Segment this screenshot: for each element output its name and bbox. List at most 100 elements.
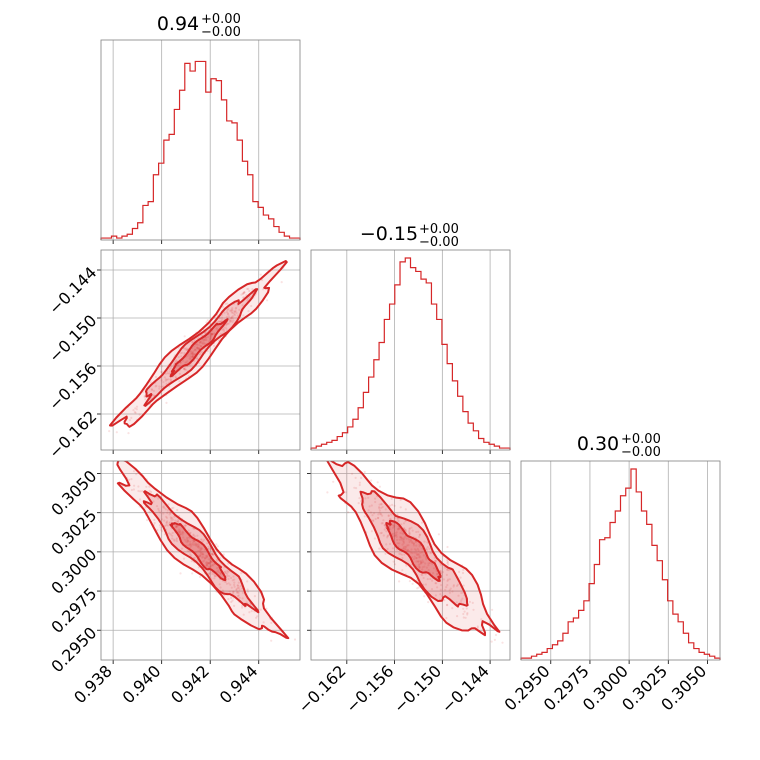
sample-point bbox=[115, 431, 118, 434]
sample-point bbox=[227, 598, 230, 601]
sample-point bbox=[415, 552, 418, 555]
sample-point bbox=[326, 491, 329, 494]
sample-point bbox=[201, 560, 204, 563]
sample-point bbox=[171, 534, 174, 537]
sample-point bbox=[251, 288, 254, 291]
sample-point bbox=[413, 551, 416, 554]
sample-point bbox=[241, 597, 244, 600]
sample-point bbox=[134, 411, 137, 414]
sample-point bbox=[234, 309, 237, 313]
sample-point bbox=[220, 316, 224, 319]
sample-point bbox=[419, 561, 423, 564]
sample-point bbox=[412, 542, 415, 545]
sample-point bbox=[373, 512, 376, 515]
sample-point bbox=[152, 500, 155, 503]
sample-point bbox=[174, 526, 177, 529]
sample-point bbox=[426, 541, 429, 544]
sample-point bbox=[154, 385, 157, 388]
sample-point bbox=[218, 583, 221, 586]
title-param-1: −0.15 +0.00 −0.00 bbox=[360, 222, 459, 250]
sample-point bbox=[193, 345, 196, 348]
sample-point bbox=[227, 571, 230, 574]
sample-point bbox=[204, 342, 207, 345]
sample-point bbox=[225, 310, 228, 314]
sample-point bbox=[243, 291, 246, 294]
sample-point bbox=[220, 318, 224, 321]
sample-point bbox=[148, 510, 151, 513]
contour-level-3-sigma bbox=[108, 259, 288, 428]
scatter-contour-content bbox=[325, 461, 504, 644]
sample-point bbox=[446, 568, 449, 571]
sample-point bbox=[224, 302, 227, 306]
sample-point bbox=[451, 607, 454, 610]
sample-point bbox=[188, 542, 191, 546]
histogram-bin bbox=[699, 652, 704, 660]
sample-point bbox=[436, 572, 439, 575]
sample-point bbox=[200, 547, 203, 550]
histogram-bin bbox=[258, 207, 263, 240]
sample-point bbox=[399, 536, 402, 539]
sample-point bbox=[448, 578, 451, 581]
sample-point bbox=[408, 527, 411, 530]
sample-point bbox=[417, 530, 420, 533]
sample-point bbox=[173, 515, 176, 518]
sample-point bbox=[439, 563, 442, 566]
sample-point bbox=[424, 562, 427, 565]
sample-point bbox=[355, 487, 358, 490]
sample-point bbox=[405, 537, 408, 540]
sample-point bbox=[418, 565, 421, 568]
sample-point bbox=[213, 332, 216, 335]
sample-point bbox=[183, 367, 186, 370]
sample-point bbox=[225, 582, 228, 585]
sample-point bbox=[293, 638, 297, 641]
sample-point bbox=[462, 616, 465, 619]
sample-point bbox=[398, 542, 401, 545]
sample-point bbox=[153, 518, 156, 522]
histogram-bin bbox=[242, 161, 247, 240]
sample-point bbox=[210, 552, 213, 555]
sample-point bbox=[209, 332, 212, 335]
sample-point bbox=[411, 556, 414, 559]
title-err-plus-param-2: +0.00 bbox=[621, 432, 661, 447]
sample-point bbox=[165, 523, 168, 527]
sample-point bbox=[163, 506, 166, 510]
histogram-bin bbox=[216, 81, 221, 240]
sample-point bbox=[194, 542, 197, 545]
sample-point bbox=[196, 346, 199, 349]
sample-point bbox=[230, 315, 233, 319]
histogram-bin bbox=[227, 121, 232, 240]
sample-point bbox=[226, 574, 229, 577]
histogram-bin bbox=[537, 654, 542, 660]
sample-point bbox=[183, 335, 186, 338]
sample-point bbox=[262, 621, 265, 624]
sample-point bbox=[406, 548, 409, 552]
sample-point bbox=[409, 538, 412, 541]
sample-point bbox=[455, 601, 458, 604]
sample-point bbox=[183, 368, 186, 371]
sample-point bbox=[186, 549, 189, 552]
sample-point bbox=[402, 542, 405, 545]
sample-point bbox=[236, 591, 239, 594]
sample-point bbox=[193, 543, 196, 547]
sample-point bbox=[161, 371, 164, 374]
sample-point bbox=[408, 528, 411, 531]
sample-point bbox=[426, 546, 429, 549]
sample-point bbox=[431, 579, 434, 582]
sample-point bbox=[421, 566, 424, 569]
sample-point bbox=[205, 555, 208, 558]
sample-point bbox=[184, 524, 187, 527]
sample-point bbox=[376, 516, 380, 520]
histogram-bin bbox=[662, 580, 667, 660]
sample-point bbox=[223, 311, 226, 314]
sample-point bbox=[417, 553, 420, 556]
sample-point bbox=[241, 304, 244, 307]
sample-point bbox=[211, 564, 215, 567]
histogram-bin bbox=[353, 419, 358, 450]
histogram-bin bbox=[479, 438, 484, 450]
sample-point bbox=[370, 530, 373, 533]
sample-point bbox=[384, 508, 387, 511]
sample-point bbox=[223, 326, 226, 329]
sample-point bbox=[387, 534, 390, 537]
sample-point bbox=[181, 533, 184, 536]
sample-point bbox=[230, 600, 233, 604]
